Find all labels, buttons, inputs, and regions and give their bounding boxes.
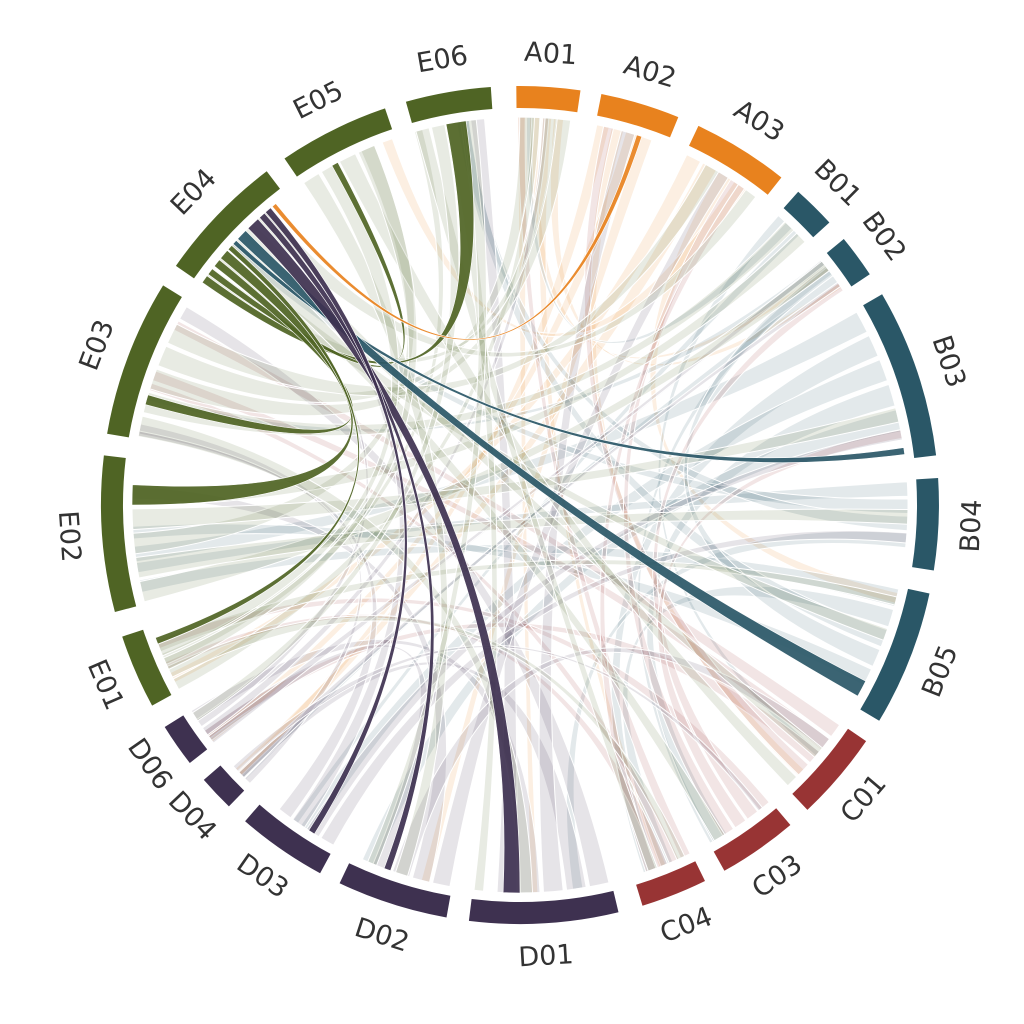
ribbon-e03-d01	[137, 415, 533, 894]
segment-label-a03: A03	[728, 94, 789, 148]
ribbon-e04-a03	[255, 188, 757, 358]
segment-arc-d03	[245, 804, 331, 874]
segment-label-d04: D04	[162, 785, 222, 846]
segment-label-d06: D06	[121, 733, 178, 796]
segment-arc-d04	[203, 765, 245, 807]
highlighted-ribbons	[131, 120, 906, 894]
ribbon-e03-a01	[157, 116, 535, 403]
segment-arcs	[100, 85, 939, 925]
ribbon-e02-b04	[135, 508, 909, 579]
highlight-ribbon-e04-e01	[155, 244, 360, 645]
segment-arc-c01	[792, 728, 867, 810]
ribbon-d03-b03	[305, 429, 904, 838]
segment-arc-e05	[284, 108, 393, 177]
segment-label-d01: D01	[518, 939, 575, 973]
ribbon-d01-e03	[178, 306, 610, 888]
ribbon-e05-d02	[302, 172, 449, 877]
segment-label-b01: B01	[808, 154, 867, 213]
ribbon-e04-c03	[226, 236, 726, 842]
segment-label-e04: E04	[165, 163, 223, 222]
segment-arc-a02	[597, 94, 679, 138]
segment-label-e06: E06	[414, 40, 470, 79]
ribbon-d06-b02	[207, 259, 826, 744]
ribbon-e01-c04	[166, 615, 686, 861]
ribbon-d02-d06	[203, 644, 429, 872]
segment-arc-d06	[164, 715, 208, 763]
segment-arc-e06	[405, 87, 493, 123]
ribbon-c04-a01	[517, 116, 691, 859]
ribbon-c01-a02	[583, 125, 810, 776]
ribbon-e06-d01	[446, 121, 498, 892]
segment-arc-b04	[912, 478, 939, 571]
ribbon-e01-e06	[160, 128, 445, 666]
segment-label-b03: B03	[926, 332, 972, 392]
segment-arc-b05	[860, 588, 930, 721]
ribbon-d04-c03	[232, 644, 764, 812]
highlight-ribbon-e04-a02	[271, 134, 643, 341]
segment-label-e05: E05	[288, 75, 348, 126]
segment-arc-d01	[468, 890, 619, 925]
segment-label-e03: E03	[74, 316, 121, 375]
segment-label-c01: C01	[835, 768, 893, 829]
segment-label-e02: E02	[52, 510, 87, 563]
segment-arc-e04	[175, 171, 280, 279]
segment-arc-a03	[689, 125, 782, 195]
segment-arc-c03	[713, 808, 791, 871]
ribbon-c04-a03	[599, 183, 746, 873]
ribbon-e05-c01	[338, 153, 798, 787]
segment-label-c04: C04	[656, 901, 717, 949]
ribbon-c04-e03	[148, 382, 680, 864]
segment-arc-e02	[100, 455, 137, 612]
segment-arc-b01	[783, 191, 830, 238]
segment-label-d02: D02	[351, 912, 413, 958]
segment-label-d03: D03	[231, 848, 294, 905]
ribbon-a03-e05	[381, 137, 748, 337]
segment-label-a01: A01	[523, 37, 578, 72]
segment-arc-b03	[863, 294, 937, 458]
segment-arc-a01	[516, 85, 581, 113]
ribbon-d02-c01	[391, 647, 831, 878]
ribbon-e04-b05	[213, 251, 889, 641]
segment-label-a02: A02	[620, 50, 680, 95]
segment-label-b05: B05	[916, 641, 964, 702]
segment-label-c03: C03	[747, 849, 808, 905]
segment-arc-b02	[826, 239, 870, 287]
ribbon-d06-a01	[201, 117, 550, 736]
segment-label-b04: B04	[955, 499, 988, 553]
ribbon-d03-b04	[320, 530, 908, 846]
ribbon-e01-b05	[155, 559, 898, 653]
segment-arc-d02	[339, 863, 451, 918]
segment-arc-e01	[122, 629, 172, 706]
segment-label-b02: B02	[856, 206, 912, 267]
ribbon-e05-e01	[162, 144, 418, 671]
segment-arc-c04	[636, 861, 705, 906]
segment-arc-e03	[107, 285, 182, 438]
highlight-ribbon-e04-d03	[264, 207, 408, 835]
segment-label-e01: E01	[81, 655, 130, 715]
ribbon-e02-b02	[139, 260, 831, 603]
